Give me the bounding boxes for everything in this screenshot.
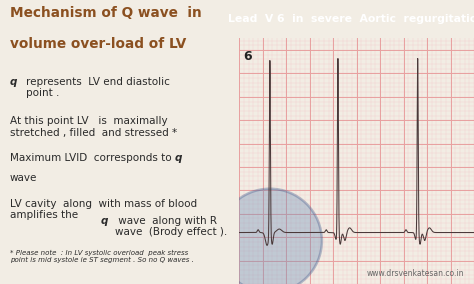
Text: q: q (100, 216, 108, 226)
Text: wave  along with R
wave  (Brody effect ).: wave along with R wave (Brody effect ). (115, 216, 227, 237)
Text: wave: wave (9, 173, 37, 183)
Text: Mechanism of Q wave  in: Mechanism of Q wave in (9, 6, 201, 20)
Text: LV cavity  along  with mass of blood
amplifies the: LV cavity along with mass of blood ampli… (9, 199, 197, 220)
Text: At this point LV   is  maximally
stretched , filled  and stressed *: At this point LV is maximally stretched … (9, 116, 177, 138)
Text: www.drsvenkatesan.co.in: www.drsvenkatesan.co.in (367, 269, 465, 278)
Text: Lead  V 6  in  severe  Aortic  regurgitation: Lead V 6 in severe Aortic regurgitation (228, 14, 474, 24)
Ellipse shape (218, 189, 322, 284)
Text: volume over-load of LV: volume over-load of LV (9, 37, 186, 51)
Text: q: q (9, 77, 17, 87)
Text: 6: 6 (243, 50, 252, 63)
Text: represents  LV end diastolic
point .: represents LV end diastolic point . (27, 77, 170, 98)
Text: * Please note  : In LV systolic overload  peak stress
point is mid systole ie ST: * Please note : In LV systolic overload … (9, 250, 193, 263)
Text: Maximum LVID  corresponds to: Maximum LVID corresponds to (9, 153, 174, 163)
Text: q: q (175, 153, 182, 163)
